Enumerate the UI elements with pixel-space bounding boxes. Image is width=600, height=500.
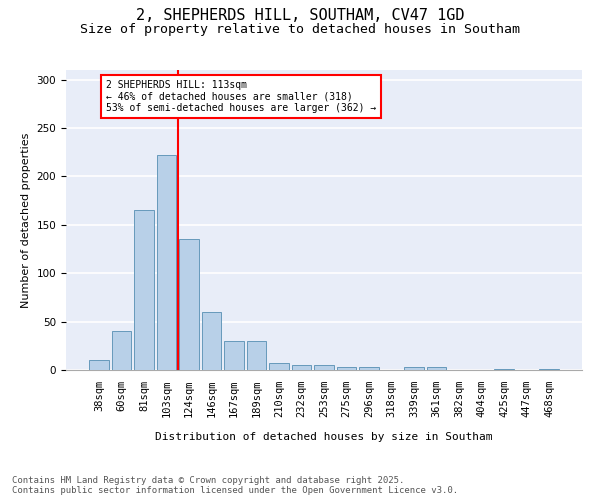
Bar [247, 341, 266, 370]
Text: Size of property relative to detached houses in Southam: Size of property relative to detached ho… [80, 22, 520, 36]
Bar [494, 369, 514, 370]
Text: 2, SHEPHERDS HILL, SOUTHAM, CV47 1GD: 2, SHEPHERDS HILL, SOUTHAM, CV47 1GD [136, 8, 464, 22]
Y-axis label: Number of detached properties: Number of detached properties [21, 132, 31, 308]
Text: Contains HM Land Registry data © Crown copyright and database right 2025.
Contai: Contains HM Land Registry data © Crown c… [12, 476, 458, 495]
Bar [404, 367, 424, 370]
Bar [539, 369, 559, 370]
Bar [157, 155, 176, 370]
Bar [202, 312, 221, 370]
Bar [337, 367, 356, 370]
Bar [314, 365, 334, 370]
Bar [134, 210, 154, 370]
Bar [269, 363, 289, 370]
Bar [359, 367, 379, 370]
Bar [112, 332, 131, 370]
Bar [427, 367, 446, 370]
Text: 2 SHEPHERDS HILL: 113sqm
← 46% of detached houses are smaller (318)
53% of semi-: 2 SHEPHERDS HILL: 113sqm ← 46% of detach… [106, 80, 376, 113]
Bar [292, 365, 311, 370]
Bar [179, 240, 199, 370]
Bar [224, 341, 244, 370]
Bar [89, 360, 109, 370]
Text: Distribution of detached houses by size in Southam: Distribution of detached houses by size … [155, 432, 493, 442]
